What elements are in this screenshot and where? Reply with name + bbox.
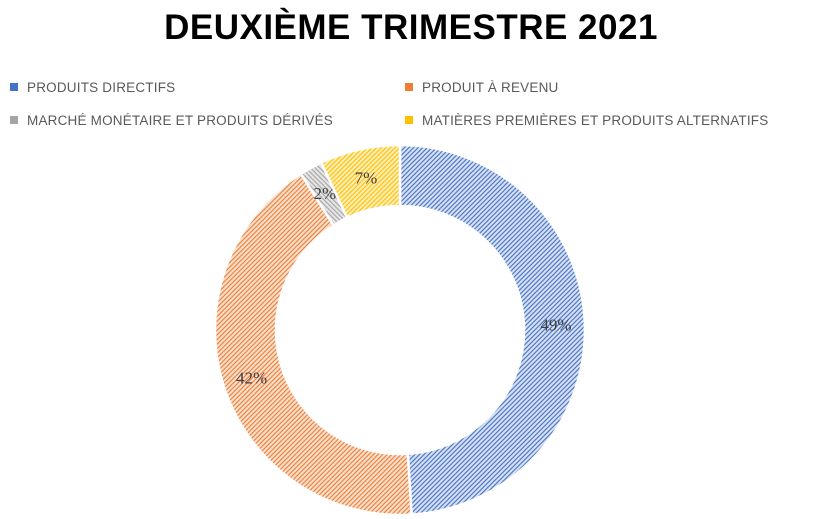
chart-title: DEUXIÈME TRIMESTRE 2021 xyxy=(164,8,658,47)
legend-item-1[interactable]: PRODUIT À REVENU xyxy=(405,78,812,96)
legend-swatch-icon xyxy=(10,116,18,124)
legend-swatch-icon xyxy=(405,83,413,91)
donut-slice-3[interactable] xyxy=(319,143,402,220)
legend-label: MATIÈRES PREMIÈRES ET PRODUITS ALTERNATI… xyxy=(422,112,769,128)
slice-data-label-2: 2% xyxy=(313,184,336,203)
slice-data-label-3: 7% xyxy=(355,168,378,187)
donut-slice-0[interactable] xyxy=(398,143,587,516)
legend-item-3[interactable]: MATIÈRES PREMIÈRES ET PRODUITS ALTERNATI… xyxy=(405,111,812,129)
legend-swatch-icon xyxy=(10,83,18,91)
legend-item-2[interactable]: MARCHÉ MONÉTAIRE ET PRODUITS DÉRIVÉS xyxy=(10,111,405,129)
legend-item-0[interactable]: PRODUITS DIRECTIFS xyxy=(10,78,405,96)
slice-data-label-1: 42% xyxy=(236,369,267,388)
chart-legend: PRODUITS DIRECTIFS PRODUIT À REVENU MARCHÉ… xyxy=(10,78,812,129)
donut-slice-1[interactable] xyxy=(213,172,413,517)
slice-data-label-0: 49% xyxy=(540,316,571,335)
legend-label: PRODUITS DIRECTIFS xyxy=(27,79,176,95)
legend-label: MARCHÉ MONÉTAIRE ET PRODUITS DÉRIVÉS xyxy=(27,112,333,128)
legend-label: PRODUIT À REVENU xyxy=(422,79,559,95)
legend-swatch-icon xyxy=(405,116,413,124)
